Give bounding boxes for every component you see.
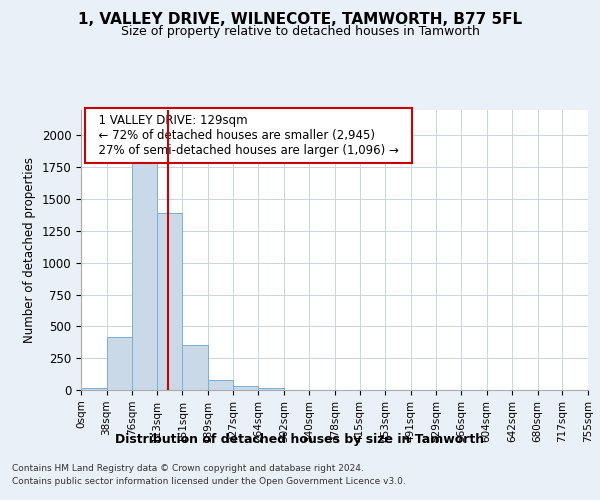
Y-axis label: Number of detached properties: Number of detached properties <box>23 157 36 343</box>
Text: 1, VALLEY DRIVE, WILNECOTE, TAMWORTH, B77 5FL: 1, VALLEY DRIVE, WILNECOTE, TAMWORTH, B7… <box>78 12 522 28</box>
Text: Distribution of detached houses by size in Tamworth: Distribution of detached houses by size … <box>115 432 485 446</box>
Text: Contains public sector information licensed under the Open Government Licence v3: Contains public sector information licen… <box>12 478 406 486</box>
Text: Size of property relative to detached houses in Tamworth: Size of property relative to detached ho… <box>121 25 479 38</box>
Bar <box>132 161 157 390</box>
Text: Contains HM Land Registry data © Crown copyright and database right 2024.: Contains HM Land Registry data © Crown c… <box>12 464 364 473</box>
Text: 1 VALLEY DRIVE: 129sqm
  ← 72% of detached houses are smaller (2,945)
  27% of s: 1 VALLEY DRIVE: 129sqm ← 72% of detached… <box>91 114 407 157</box>
Bar <box>182 346 208 390</box>
Bar <box>258 388 284 390</box>
Bar <box>233 386 258 390</box>
Bar <box>107 336 132 390</box>
Bar <box>81 388 107 390</box>
Bar <box>208 380 233 390</box>
Bar <box>157 213 182 390</box>
